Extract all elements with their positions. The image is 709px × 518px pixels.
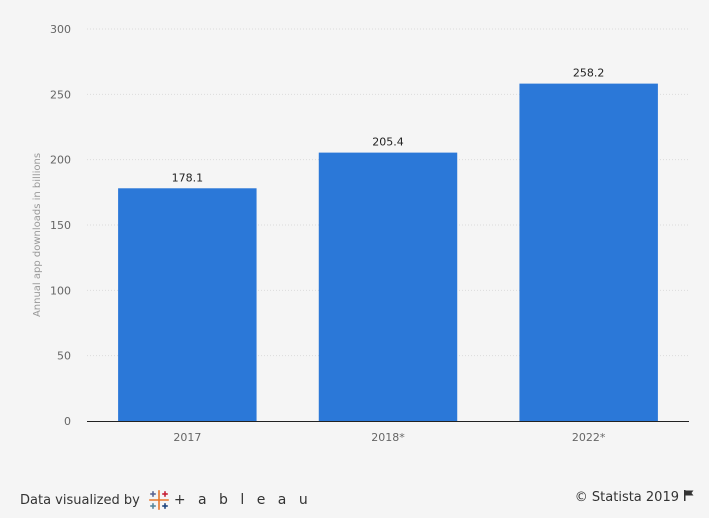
copyright-text: © Statista 2019	[574, 489, 679, 505]
y-tick-label: 100	[50, 284, 71, 297]
y-tick-label: 250	[50, 88, 71, 101]
y-axis-title: Annual app downloads in billions	[32, 153, 43, 317]
x-tick-label: 2018*	[371, 431, 405, 444]
y-axis-ticks: 0 50 100 150 200 250 300	[50, 23, 71, 428]
y-tick-label: 200	[50, 154, 71, 167]
x-axis-ticks: 2017 2018* 2022*	[173, 431, 606, 444]
value-labels: 178.1 205.4 258.2	[172, 67, 605, 185]
bar-2017[interactable]	[118, 188, 257, 421]
bar-value-label: 258.2	[573, 67, 605, 80]
tableau-wordmark: + a b l e a u	[173, 492, 312, 508]
y-tick-label: 50	[57, 350, 71, 363]
y-tick-label: 0	[64, 415, 71, 428]
credit-text: Data visualized by	[20, 492, 140, 508]
bar-2022[interactable]	[519, 83, 658, 422]
y-tick-label: 150	[50, 219, 71, 232]
bar-value-label: 178.1	[172, 171, 204, 184]
tableau-logo-icon: + a b l e a u	[148, 489, 312, 511]
tableau-credit[interactable]: Data visualized by + a b l e a u	[20, 489, 312, 511]
copyright[interactable]: © Statista 2019	[575, 489, 695, 505]
x-tick-label: 2022*	[572, 431, 606, 444]
bars	[118, 83, 658, 422]
x-tick-label: 2017	[173, 431, 201, 444]
bar-2018[interactable]	[318, 152, 458, 422]
bar-value-label: 205.4	[372, 136, 404, 149]
y-tick-label: 300	[50, 23, 71, 36]
footer: Data visualized by + a b l e a u	[0, 484, 709, 514]
flag-icon[interactable]	[683, 489, 695, 505]
